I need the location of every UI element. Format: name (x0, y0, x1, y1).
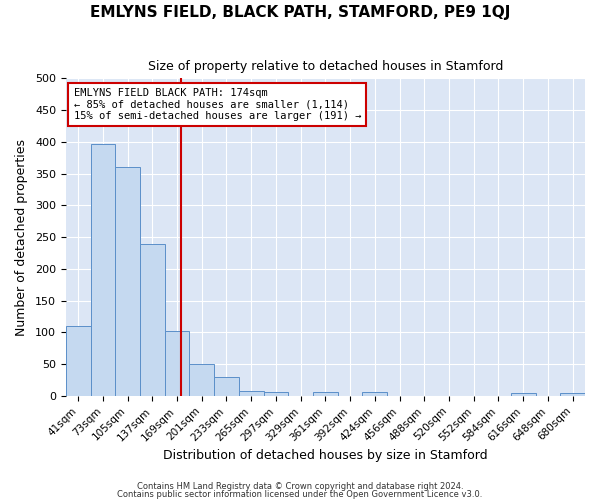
Bar (115, 168, 140, 396)
Bar (214, 377, 239, 396)
Text: EMLYNS FIELD, BLACK PATH, STAMFORD, PE9 1QJ: EMLYNS FIELD, BLACK PATH, STAMFORD, PE9 … (90, 5, 510, 20)
Bar (313, 392, 338, 396)
Bar (66, 326, 91, 396)
Bar (239, 391, 263, 396)
Text: Contains public sector information licensed under the Open Government Licence v3: Contains public sector information licen… (118, 490, 482, 499)
Bar (190, 364, 214, 396)
Bar (140, 244, 164, 396)
Text: Contains HM Land Registry data © Crown copyright and database right 2024.: Contains HM Land Registry data © Crown c… (137, 482, 463, 491)
Bar (164, 330, 190, 396)
Bar (91, 144, 115, 396)
Bar (511, 394, 536, 396)
Y-axis label: Number of detached properties: Number of detached properties (15, 138, 28, 336)
Title: Size of property relative to detached houses in Stamford: Size of property relative to detached ho… (148, 60, 503, 73)
X-axis label: Distribution of detached houses by size in Stamford: Distribution of detached houses by size … (163, 450, 488, 462)
Text: EMLYNS FIELD BLACK PATH: 174sqm
← 85% of detached houses are smaller (1,114)
15%: EMLYNS FIELD BLACK PATH: 174sqm ← 85% of… (74, 88, 361, 121)
Bar (560, 394, 585, 396)
Bar (263, 392, 289, 396)
Bar (362, 392, 387, 396)
